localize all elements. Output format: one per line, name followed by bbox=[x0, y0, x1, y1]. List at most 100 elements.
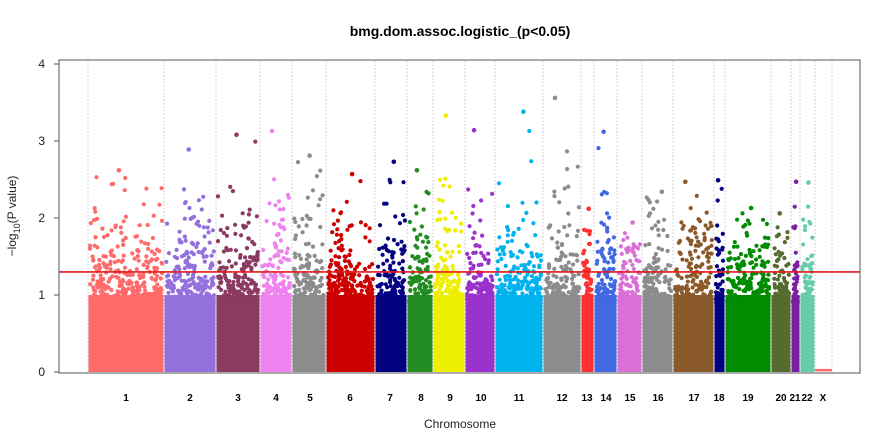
data-point bbox=[304, 223, 309, 228]
data-point bbox=[91, 292, 97, 298]
data-point bbox=[698, 279, 704, 284]
top-points bbox=[116, 95, 811, 225]
data-point bbox=[272, 292, 277, 297]
data-point bbox=[776, 249, 781, 254]
data-point bbox=[175, 295, 180, 300]
data-point bbox=[298, 256, 303, 261]
data-point bbox=[702, 231, 707, 236]
data-point bbox=[703, 279, 709, 284]
data-point bbox=[235, 299, 241, 304]
data-point bbox=[680, 298, 685, 303]
data-point bbox=[520, 283, 525, 288]
data-point bbox=[192, 297, 197, 302]
data-point bbox=[418, 232, 423, 237]
data-point bbox=[581, 273, 586, 278]
data-point bbox=[538, 300, 543, 305]
data-point bbox=[177, 267, 182, 272]
data-point bbox=[520, 291, 525, 296]
data-point bbox=[248, 297, 253, 302]
data-point bbox=[91, 285, 96, 290]
data-point bbox=[159, 288, 164, 293]
data-point bbox=[529, 159, 534, 164]
data-point bbox=[318, 197, 323, 202]
data-point bbox=[714, 246, 719, 251]
chromosome-label-20: 20 bbox=[775, 393, 787, 404]
data-point bbox=[779, 300, 784, 305]
data-point bbox=[182, 234, 187, 239]
data-point bbox=[647, 242, 652, 247]
data-point bbox=[653, 275, 658, 280]
data-point bbox=[552, 194, 557, 199]
data-point bbox=[774, 264, 780, 269]
data-point bbox=[272, 297, 277, 302]
data-point bbox=[558, 254, 564, 260]
data-point bbox=[545, 297, 550, 303]
chromosome-10-top-point bbox=[471, 127, 477, 133]
data-point bbox=[647, 200, 653, 205]
data-point bbox=[202, 283, 207, 288]
data-point bbox=[92, 217, 97, 223]
data-point bbox=[228, 247, 233, 252]
data-point bbox=[642, 284, 647, 289]
data-point bbox=[228, 184, 233, 189]
data-point bbox=[409, 282, 414, 287]
data-point bbox=[320, 297, 325, 303]
data-point bbox=[329, 258, 334, 263]
data-point bbox=[433, 284, 438, 290]
data-point bbox=[208, 263, 213, 268]
data-point bbox=[618, 291, 623, 296]
data-point bbox=[166, 290, 171, 295]
data-point bbox=[456, 280, 461, 285]
data-point bbox=[478, 218, 483, 223]
chromosome-2-top-point bbox=[186, 147, 191, 152]
chromosome-5-top-point bbox=[307, 153, 312, 158]
data-point bbox=[720, 267, 726, 272]
data-point bbox=[426, 191, 431, 196]
data-point bbox=[222, 293, 227, 298]
data-point bbox=[620, 271, 625, 277]
data-point bbox=[308, 282, 313, 287]
data-point bbox=[190, 274, 195, 279]
chromosome-1-points bbox=[88, 175, 165, 372]
data-point bbox=[725, 277, 731, 282]
data-point bbox=[629, 299, 634, 304]
chromosome-8-points bbox=[407, 189, 433, 372]
data-point bbox=[689, 266, 694, 272]
data-point bbox=[233, 222, 238, 227]
data-point bbox=[268, 272, 273, 278]
data-point bbox=[563, 299, 569, 304]
chromosome-22-points bbox=[800, 204, 815, 372]
data-point bbox=[147, 298, 152, 303]
data-point bbox=[524, 286, 529, 291]
data-point bbox=[88, 282, 93, 287]
chromosome-X-point-band bbox=[815, 368, 832, 372]
data-point bbox=[410, 254, 415, 259]
data-point bbox=[784, 263, 789, 268]
data-point bbox=[145, 264, 150, 269]
data-point bbox=[496, 290, 501, 295]
chromosome-label-12: 12 bbox=[556, 393, 568, 404]
data-point bbox=[141, 294, 146, 299]
data-point bbox=[764, 288, 769, 293]
data-point bbox=[276, 265, 281, 271]
data-point bbox=[509, 292, 514, 297]
data-point bbox=[177, 237, 182, 242]
data-point bbox=[120, 277, 125, 282]
data-point bbox=[185, 271, 191, 276]
data-point bbox=[107, 295, 112, 300]
data-point bbox=[281, 282, 286, 287]
data-point bbox=[382, 300, 387, 305]
data-point bbox=[388, 295, 393, 300]
data-point bbox=[399, 239, 404, 244]
data-point bbox=[698, 242, 703, 247]
data-point bbox=[757, 254, 762, 259]
data-point bbox=[652, 255, 657, 260]
data-point bbox=[108, 249, 113, 254]
data-point bbox=[316, 203, 321, 208]
data-point bbox=[104, 298, 109, 303]
data-point bbox=[450, 297, 455, 302]
data-point bbox=[704, 299, 709, 304]
data-point bbox=[713, 282, 719, 287]
data-point bbox=[751, 249, 756, 254]
data-point bbox=[530, 254, 535, 259]
